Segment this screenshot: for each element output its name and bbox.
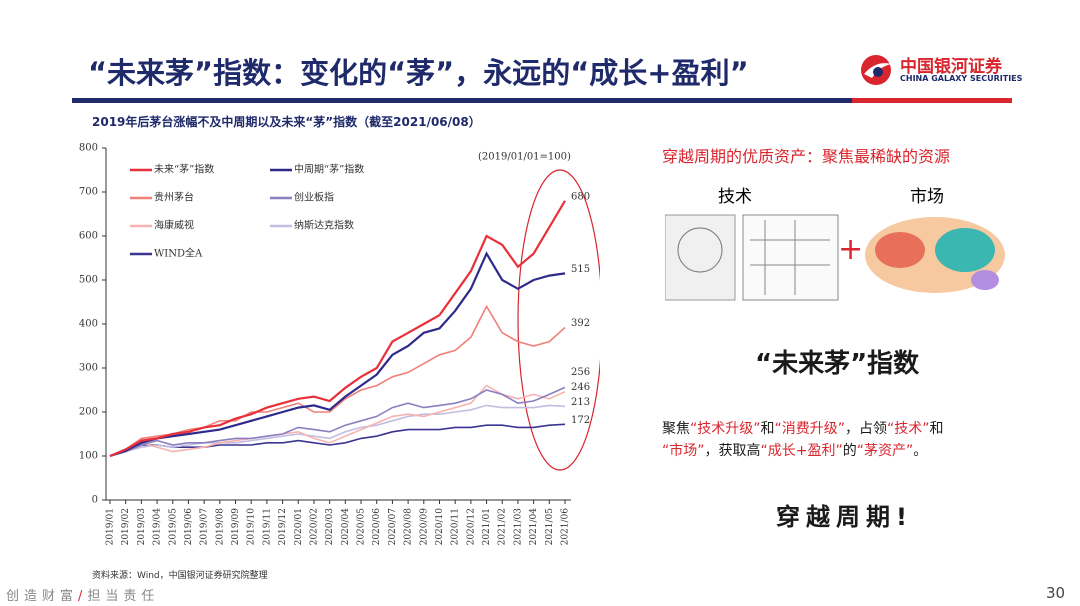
end-label: 172 [571,415,590,426]
desc-highlight: “消费升级” [774,421,846,437]
series-line [109,304,566,457]
end-label: 213 [571,397,590,408]
description: 聚焦“技术升级”和“消费升级”，占领“技术”和 “市场”，获取高“成长+盈利”的… [662,418,944,462]
panel-heading: 穿越周期的优质资产：聚焦最稀缺的资源 [662,147,951,166]
logo-sub: CHINA GALAXY SECURITIES [900,74,1023,83]
tech-label: 技术 [718,187,752,207]
x-tick-label: 2021/01 [482,508,492,545]
legend-label: 未来“茅”指数 [154,163,214,176]
end-label: 515 [571,264,590,275]
x-tick-label: 2021/02 [498,508,508,545]
slogan: 穿越周期! [776,503,913,531]
end-label: 680 [571,191,590,202]
x-tick-label: 2020/05 [357,508,367,546]
x-tick-label: 2019/10 [247,508,257,546]
desc-highlight: “茅资产” [856,443,914,459]
x-tick-label: 2019/08 [215,508,225,546]
y-tick-label: 0 [92,495,98,506]
x-tick-label: 2020/08 [404,508,414,546]
series-line [109,404,566,457]
x-tick-label: 2019/03 [137,508,147,546]
annotation: (2019/01/01=100) [478,152,571,163]
highlight-ellipse [517,169,600,471]
x-tick-label: 2020/09 [419,508,429,546]
desc-text: 聚焦 [662,421,690,437]
desc-highlight: “成长+盈利” [760,443,843,459]
x-tick-label: 2020/07 [388,508,398,546]
series-line [109,200,566,458]
footer-motto: 创造财富/担当责任 [6,585,159,604]
desc-text: ，占领 [845,421,888,437]
plus-sign: + [838,232,864,267]
end-label: 246 [571,382,590,393]
title-rule [72,98,852,103]
series-line [109,386,566,457]
legend-label: 中周期“茅”指数 [294,163,364,176]
y-tick-label: 200 [79,407,98,418]
market-label: 市场 [910,187,944,207]
desc-text: ，获取高 [704,443,761,459]
x-tick-label: 2019/01 [106,508,116,545]
x-tick-label: 2020/01 [294,508,304,545]
motto-a: 创造财富 [6,589,79,604]
logo-icon [861,55,892,85]
x-tick-label: 2019/06 [184,508,194,546]
desc-text: 和 [760,421,775,437]
y-tick-label: 100 [79,451,98,462]
legend-label: 贵州茅台 [154,191,194,204]
series-line [109,423,566,457]
slide-title: “未来茅”指数：变化的“茅”，永远的“成长+盈利” [88,56,749,90]
illustrations [665,214,1005,301]
x-tick-label: 2019/05 [168,508,178,546]
desc-text: 和 [929,421,944,437]
y-tick-label: 800 [79,143,98,154]
logo-name: 中国银河证券 [900,57,1002,77]
y-tick-label: 500 [79,275,98,286]
x-tick-label: 2019/12 [278,508,288,545]
desc-highlight: “市场” [662,443,705,459]
y-tick-label: 600 [79,231,98,242]
desc-text: 。 [913,443,928,459]
x-tick-label: 2019/04 [153,508,163,546]
x-tick-label: 2021/06 [561,508,571,546]
x-tick-label: 2021/04 [529,508,539,546]
x-tick-label: 2021/05 [545,508,555,546]
legend-label: 纳斯达克指数 [294,219,354,232]
series-line [109,384,566,457]
x-tick-label: 2019/11 [262,508,272,545]
desc-highlight: “技术” [887,421,930,437]
chart: (2019/01/01=100) 0 100 200 300 400 500 600 700 8… [79,143,600,546]
y-tick-label: 400 [79,319,98,330]
x-tick-label: 2019/07 [200,508,210,546]
legend-label: 创业板指 [294,191,334,204]
chart-title: 2019年后茅台涨幅不及中周期以及未来“茅”指数（截至2021/06/08） [92,115,481,129]
x-tick-label: 2019/02 [121,508,131,545]
source: 资料来源：Wind，中国银河证券研究院整理 [92,571,268,581]
motto-slash: / [78,589,88,604]
index-name: “未来茅”指数 [755,349,920,379]
page-number: 30 [1046,584,1066,602]
desc-text: 的 [842,443,857,459]
end-label: 256 [571,367,590,378]
x-tick-label: 2020/04 [341,508,351,546]
y-tick-label: 700 [79,187,98,198]
x-tick-label: 2020/06 [372,508,382,546]
desc-highlight: “技术升级” [690,421,761,437]
series-line [109,251,566,458]
end-label: 392 [571,318,590,329]
x-tick-label: 2020/11 [451,508,461,545]
x-tick-label: 2020/02 [309,508,319,545]
x-tick-label: 2019/09 [231,508,241,546]
motto-b: 担当责任 [87,589,160,604]
x-tick-label: 2020/12 [466,508,476,545]
legend-label: WIND全A [154,247,203,260]
y-tick-label: 300 [79,363,98,374]
x-tick-label: 2020/10 [435,508,445,546]
x-tick-label: 2021/03 [513,508,523,546]
x-tick-label: 2020/03 [325,508,335,546]
title-rule-accent [852,98,1012,103]
legend-label: 海康威视 [154,219,194,232]
